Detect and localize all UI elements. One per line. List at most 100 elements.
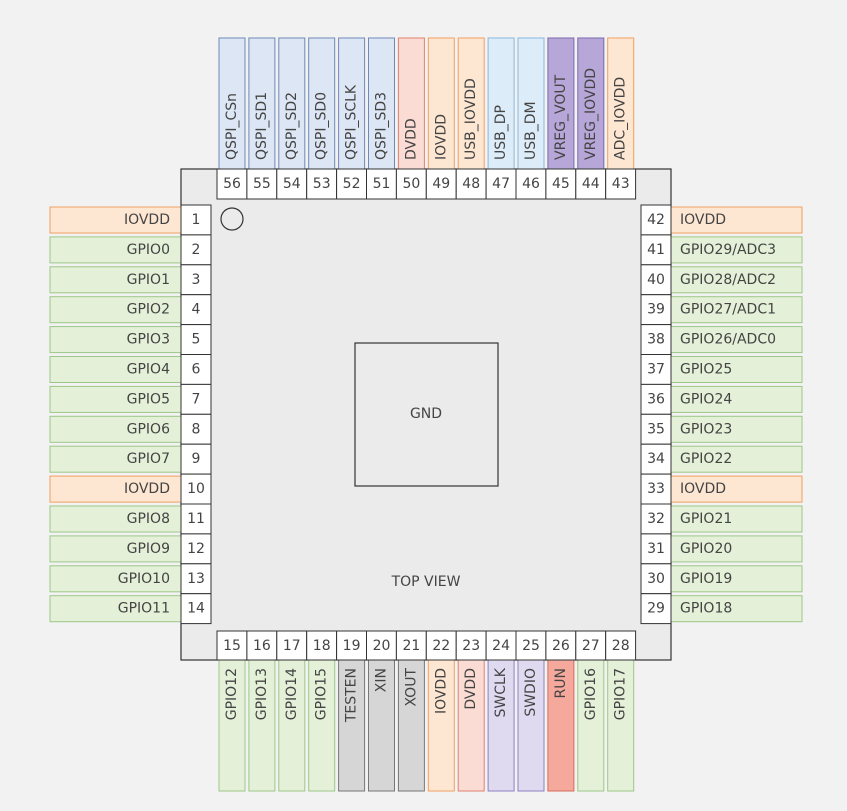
pin-label-box <box>218 659 246 792</box>
pin-number: 19 <box>343 638 361 654</box>
pin-label-box <box>670 415 803 443</box>
pin-number-box <box>180 204 212 236</box>
pin-label: GPIO10 <box>118 571 170 587</box>
pin-number-box <box>366 168 397 200</box>
pin-number: 44 <box>582 176 600 192</box>
pin-label-box <box>49 445 182 473</box>
pin-label: XOUT <box>403 668 419 707</box>
pin-number: 16 <box>253 638 271 654</box>
pin-label-box <box>670 356 803 383</box>
pin-number: 30 <box>647 571 665 587</box>
pin-label-box <box>427 659 455 792</box>
pin-number: 51 <box>373 176 391 192</box>
pin-number: 15 <box>223 638 241 654</box>
pin-number-box <box>605 630 637 661</box>
pin-number: 1 <box>192 212 201 228</box>
pin-label: USB_DM <box>523 101 539 160</box>
pin-number: 38 <box>647 332 665 348</box>
pin-label-box <box>49 356 182 383</box>
pin-label-box <box>308 659 336 792</box>
pin-label: SWDIO <box>523 668 539 717</box>
pin-label: GPIO7 <box>127 451 170 467</box>
pin-label: GPIO24 <box>680 391 732 407</box>
pin-label-box <box>49 535 182 563</box>
pin-label-box <box>49 266 182 294</box>
pin-number-box <box>306 168 338 200</box>
gnd-pad <box>354 342 499 487</box>
pin-label: USB_IOVDD <box>463 78 479 160</box>
pin-label: QSPI_SD3 <box>374 92 390 160</box>
pin-label: IOVDD <box>124 212 170 228</box>
pin-label: GPIO21 <box>680 511 732 527</box>
pin-label: RUN <box>553 668 569 698</box>
pin-number: 41 <box>647 242 665 258</box>
pin-label: USB_DP <box>493 105 509 160</box>
pin-label-box <box>547 37 575 170</box>
pin-label-box <box>487 659 515 792</box>
pin-label-box <box>49 236 182 264</box>
pin-label: GPIO20 <box>680 541 732 557</box>
pin-number: 37 <box>647 362 665 378</box>
pin-label-box <box>517 37 545 170</box>
pin1-marker <box>220 207 244 231</box>
pin-number: 3 <box>192 272 201 288</box>
pin-number-box <box>395 168 427 200</box>
pin-label-box <box>607 659 635 792</box>
pin-label: VREG_VOUT <box>553 74 569 160</box>
pin-label: GPIO0 <box>127 242 170 258</box>
pin-number: 47 <box>492 176 510 192</box>
pin-number: 17 <box>283 638 301 654</box>
pin-label-box <box>670 505 803 533</box>
pin-label-box <box>397 659 425 792</box>
pin-number: 11 <box>187 511 205 527</box>
pin-number: 35 <box>647 421 665 437</box>
pin-label-box <box>427 37 455 170</box>
pin-number-box <box>180 354 212 385</box>
pin-number: 26 <box>552 638 570 654</box>
pin-label-box <box>248 37 276 170</box>
pin-label: XIN <box>374 668 390 692</box>
pin-label-box <box>670 326 803 354</box>
pin-number: 28 <box>612 638 630 654</box>
pin-label: IOVDD <box>680 481 726 497</box>
pin-number-box <box>640 593 672 625</box>
pin-number: 8 <box>192 421 201 437</box>
pin-number: 25 <box>522 638 540 654</box>
pin-number: 33 <box>647 481 665 497</box>
pin-number: 39 <box>647 302 665 318</box>
pin-number: 40 <box>647 272 665 288</box>
center-label: GND <box>410 406 442 422</box>
pin-number-box <box>276 630 308 661</box>
pin-label-box <box>49 326 182 354</box>
pin-number-box <box>485 630 517 661</box>
pin-label: GPIO2 <box>127 302 170 318</box>
pin-number: 31 <box>647 541 665 557</box>
pin-label-box <box>278 659 306 792</box>
pin-label-box <box>397 37 425 170</box>
pin-label-box <box>670 236 803 264</box>
pin-label: GPIO15 <box>314 668 330 720</box>
pin-number: 22 <box>432 638 450 654</box>
pin-number: 46 <box>522 176 540 192</box>
pin-number: 13 <box>187 571 205 587</box>
pin-number-box <box>640 533 672 565</box>
pin-number-box <box>640 383 672 415</box>
pin-number: 9 <box>192 451 201 467</box>
pin-label-box <box>368 659 395 792</box>
pin-label: VREG_IOVDD <box>583 68 599 160</box>
pin-label: QSPI_SD0 <box>314 92 330 160</box>
pin-label-box <box>368 37 395 170</box>
pin-number: 4 <box>192 302 201 318</box>
pin-label-box <box>670 445 803 473</box>
pin-number: 20 <box>373 638 391 654</box>
pin-number: 7 <box>192 391 201 407</box>
pin-label-box <box>49 505 182 533</box>
pin-number: 29 <box>647 601 665 617</box>
pin-label-box <box>49 475 182 503</box>
pin-label: GPIO18 <box>680 601 732 617</box>
pin-number-box <box>336 630 368 661</box>
pin-label: GPIO5 <box>127 391 170 407</box>
pin-number-box <box>640 204 672 236</box>
